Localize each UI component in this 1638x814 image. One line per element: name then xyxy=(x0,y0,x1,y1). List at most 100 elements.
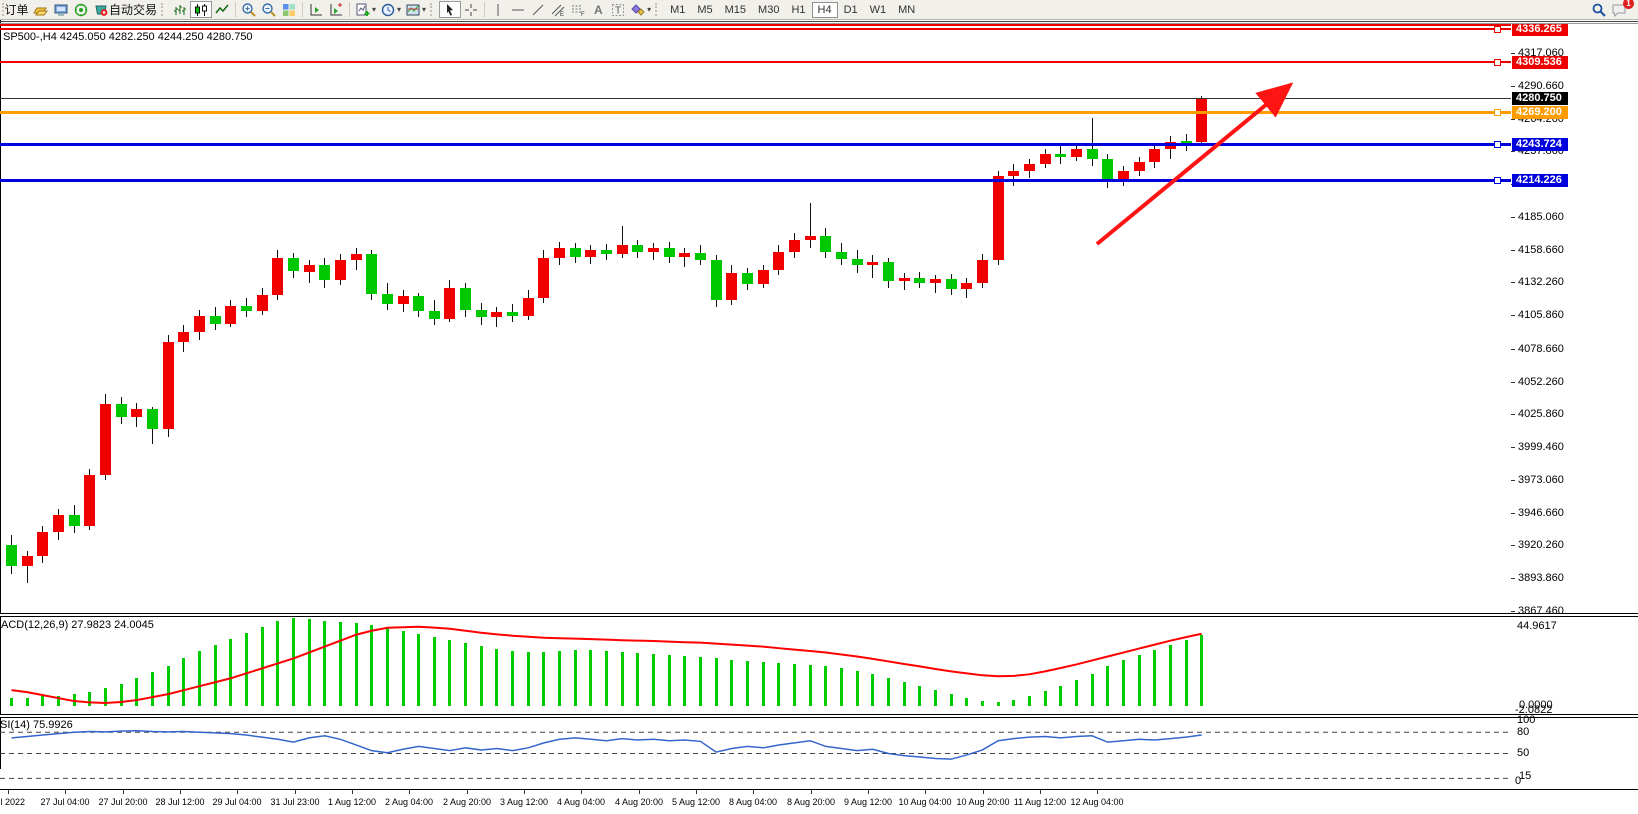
line-drag-handle[interactable] xyxy=(1494,25,1501,33)
candle-body xyxy=(789,240,800,252)
macd-histogram-bar xyxy=(401,630,405,706)
clock-icon xyxy=(381,3,395,16)
step-back-button[interactable] xyxy=(306,1,326,18)
candle-body xyxy=(99,404,111,476)
candle-wick xyxy=(653,242,655,261)
horizontal-line-object[interactable] xyxy=(0,97,1511,99)
timeframe-button-w1[interactable]: W1 xyxy=(864,2,893,18)
tile-windows-button[interactable] xyxy=(279,1,299,18)
market-watch-icon-button[interactable] xyxy=(51,1,71,18)
cursor-tool-button[interactable] xyxy=(439,1,462,18)
autotrading-button[interactable]: 自动交易 xyxy=(91,1,159,18)
timeframe-button-m30[interactable]: M30 xyxy=(752,2,785,18)
macd-histogram-bar xyxy=(886,678,890,706)
text-tool-button[interactable]: A xyxy=(588,1,608,18)
fibonacci-tool-button[interactable]: F xyxy=(568,1,588,18)
search-icon xyxy=(1592,3,1606,17)
timeframe-button-m15[interactable]: M15 xyxy=(719,2,752,18)
price-badge: 4280.750 xyxy=(1512,91,1568,105)
horizontal-line-object[interactable] xyxy=(0,24,1511,27)
timeframe-button-mn[interactable]: MN xyxy=(892,2,921,18)
line-drag-handle[interactable] xyxy=(1494,108,1501,116)
template-icon xyxy=(406,4,420,15)
macd-histogram-bar xyxy=(88,692,92,706)
zoom-in-button[interactable] xyxy=(239,1,259,18)
price-tick xyxy=(1511,151,1515,153)
timeframe-button-h4[interactable]: H4 xyxy=(811,1,838,18)
line-drag-handle[interactable] xyxy=(1494,177,1501,185)
time-axis-label: 29 Jul 04:00 xyxy=(212,797,262,807)
trendline-tool-button[interactable] xyxy=(528,1,548,18)
timeframe-button-m5[interactable]: M5 xyxy=(691,2,718,18)
candle-body xyxy=(992,175,1004,261)
macd-histogram-bar xyxy=(291,617,295,706)
timeframe-button-m1[interactable]: M1 xyxy=(664,2,691,18)
time-axis-label: 28 Jul 12:00 xyxy=(155,797,205,807)
time-tick xyxy=(639,790,640,794)
candle-body xyxy=(366,254,378,294)
macd-panel-divider[interactable] xyxy=(0,613,1638,617)
text-label-tool-button[interactable]: T xyxy=(608,1,628,18)
gold-bar-icon-button[interactable] xyxy=(31,1,51,18)
timeframe-button-h1[interactable]: H1 xyxy=(785,2,811,18)
vertical-line-tool-button[interactable] xyxy=(488,1,508,18)
toolbar-grip[interactable] xyxy=(161,3,167,16)
horizontal-line-tool-button[interactable] xyxy=(508,1,528,18)
price-axis-line[interactable] xyxy=(0,0,1,769)
templates-button[interactable]: ▾ xyxy=(403,1,428,18)
line-drag-handle[interactable] xyxy=(1494,140,1501,148)
candle-body xyxy=(209,316,221,324)
horizontal-line-object[interactable] xyxy=(0,179,1511,183)
step-forward-button[interactable] xyxy=(326,1,346,18)
horizontal-line-object[interactable] xyxy=(0,61,1511,64)
macd-histogram-bar xyxy=(1059,686,1063,706)
time-tick xyxy=(925,790,926,794)
toolbar-grip[interactable] xyxy=(2,3,8,16)
bar-chart-mode-button[interactable] xyxy=(170,1,190,18)
candlestick-mode-button[interactable] xyxy=(190,1,213,18)
line-chart-mode-button[interactable] xyxy=(212,1,232,18)
price-tick-label: 3973.060 xyxy=(1518,473,1564,486)
macd-histogram-bar xyxy=(933,690,937,706)
dropdown-caret: ▾ xyxy=(372,5,377,14)
rsi-scale-15: 15 xyxy=(1519,770,1532,782)
time-tick xyxy=(237,790,238,794)
new-chart-button[interactable]: ▾ xyxy=(353,1,378,18)
macd-histogram-bar xyxy=(72,694,76,706)
rsi-plot xyxy=(0,730,1511,779)
notifications-button[interactable]: 1 xyxy=(1609,0,1634,18)
search-button[interactable] xyxy=(1589,1,1609,18)
time-tick xyxy=(409,790,410,794)
toolbar-grip[interactable] xyxy=(655,3,661,16)
price-badge: 4214.226 xyxy=(1512,174,1568,188)
svg-text:T: T xyxy=(615,5,621,16)
line-drag-handle[interactable] xyxy=(1494,58,1501,66)
macd-histogram-bar xyxy=(667,654,671,706)
period-clock-button[interactable]: ▾ xyxy=(378,1,403,18)
horizontal-line-object[interactable] xyxy=(0,28,1511,31)
time-tick xyxy=(868,790,869,794)
macd-histogram-bar xyxy=(1121,660,1125,706)
candle-body xyxy=(272,257,284,296)
new-order-button[interactable]: 订单 xyxy=(4,1,31,18)
horizontal-line-icon xyxy=(512,9,525,10)
crosshair-tool-button[interactable] xyxy=(461,1,481,18)
zoom-out-button[interactable] xyxy=(259,1,279,18)
candle-body xyxy=(742,272,754,284)
svg-text:F: F xyxy=(581,12,585,18)
line-chart-icon xyxy=(215,4,229,13)
macd-histogram-bar xyxy=(949,694,953,706)
macd-histogram-bar xyxy=(871,674,875,706)
rsi-panel-divider[interactable] xyxy=(0,714,1638,718)
channel-tool-button[interactable]: E xyxy=(548,1,568,18)
navigator-icon-button[interactable] xyxy=(71,1,91,18)
horizontal-line-object[interactable] xyxy=(0,110,1511,114)
zoom-in-icon xyxy=(242,2,256,17)
shapes-tool-button[interactable]: ▾ xyxy=(628,1,653,18)
toolbar-grip[interactable] xyxy=(430,3,436,16)
horizontal-line-object[interactable] xyxy=(0,142,1511,146)
timeframe-button-d1[interactable]: D1 xyxy=(838,2,864,18)
toolbar-separator xyxy=(349,2,351,17)
candle-body xyxy=(773,251,785,271)
